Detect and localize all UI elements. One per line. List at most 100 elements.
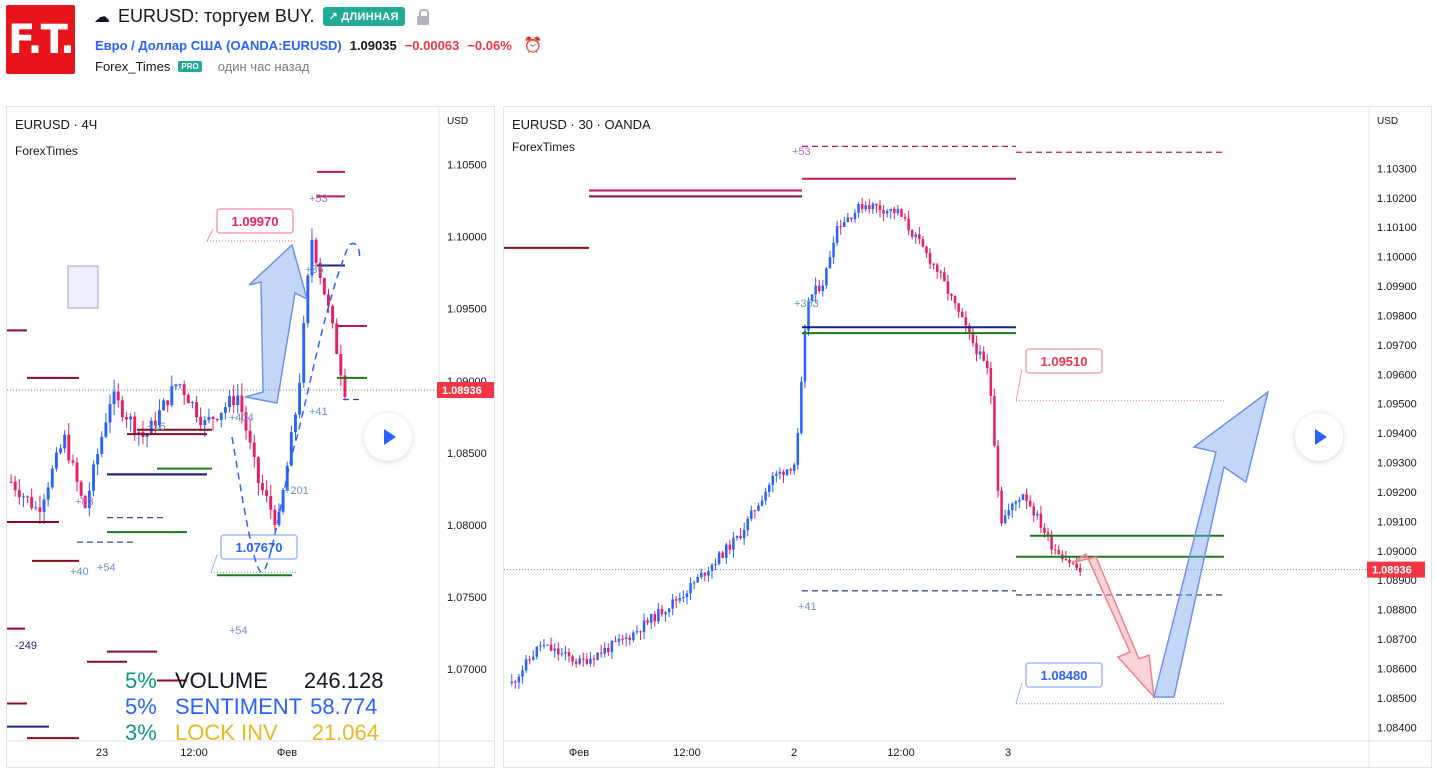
y-tick-label: 1.10000 — [447, 232, 487, 244]
y-tick-label: 1.09700 — [1377, 340, 1417, 352]
candle-body — [223, 407, 227, 413]
author-name[interactable]: Forex_Times — [95, 59, 171, 74]
candle-body — [760, 500, 764, 506]
price-change: −0.00063 — [404, 37, 460, 53]
candle-body — [800, 381, 803, 434]
candle-body — [589, 658, 592, 664]
last-price-label: 1.08936 — [1372, 565, 1412, 577]
axis-unit: USD — [447, 116, 468, 127]
candle-body — [596, 652, 599, 660]
candle-body — [978, 351, 982, 355]
level-annotation: +53 — [792, 146, 811, 158]
candle-body — [632, 632, 635, 641]
candle-body — [646, 620, 649, 623]
candle-body — [943, 272, 946, 282]
candle-body — [34, 507, 38, 509]
candle-body — [145, 434, 149, 437]
candle-body — [211, 416, 215, 420]
candle-body — [232, 396, 236, 406]
candle-body — [322, 277, 326, 295]
callout-label: 1.07670 — [236, 540, 283, 555]
candle-body — [170, 386, 174, 406]
candle-body — [1025, 494, 1028, 501]
level-annotation: +83 — [75, 496, 94, 508]
candle-body — [120, 400, 124, 418]
candle-body — [599, 652, 603, 654]
candle-body — [893, 208, 896, 214]
y-tick-label: 1.09900 — [1377, 281, 1417, 293]
candle-body — [13, 481, 17, 491]
chart-source: ForexTimes — [15, 144, 78, 158]
idea-title: EURUSD: торгуем BUY. — [118, 6, 315, 26]
alarm-clock-icon[interactable]: ⏰ — [523, 37, 543, 54]
candle-body — [207, 416, 211, 421]
chart-panel-30m[interactable]: EURUSD · 30 · OANDA ForexTimes USD 1.10300 1… — [503, 106, 1432, 768]
play-icon[interactable] — [1295, 413, 1343, 461]
x-tick-label: 12:00 — [180, 747, 208, 759]
level-annotation: +41 — [309, 406, 328, 418]
chart-4h-svg[interactable]: EURUSD · 4Ч ForexTimes USD 1.10500 1.10000 1.… — [7, 107, 495, 768]
candle-body — [564, 652, 567, 654]
candle-body — [939, 271, 943, 273]
author-row: Forex_Times PRO один час назад — [95, 59, 309, 74]
candle-body — [910, 230, 914, 237]
stat-lock-pct: 3% — [125, 720, 157, 745]
chart-legend: EURUSD · 4Ч — [15, 117, 97, 132]
x-tick-label: Фев — [569, 747, 589, 759]
candle-body — [92, 464, 95, 491]
candle-body — [903, 216, 907, 219]
symbol-link[interactable]: Евро / Доллар США (OANDA:EURUSD) — [95, 37, 342, 53]
chart-30m-svg[interactable]: EURUSD · 30 · OANDA ForexTimes USD 1.10300 1… — [504, 107, 1432, 768]
candle-body — [26, 496, 29, 498]
candle-body — [108, 404, 112, 423]
candle-body — [331, 305, 335, 324]
y-tick-label: 1.09600 — [1377, 369, 1417, 381]
stat-lock-value: 21.064 — [311, 720, 379, 745]
candle-body — [574, 661, 578, 664]
candle-body — [889, 208, 892, 212]
y-tick-label: 1.09000 — [1377, 546, 1417, 558]
candle-body — [664, 612, 667, 615]
candle-body — [878, 205, 882, 211]
candle-body — [778, 471, 782, 474]
candle-body — [860, 203, 864, 210]
candle-body — [219, 412, 223, 420]
candle-body — [950, 293, 953, 296]
candle-body — [610, 641, 614, 653]
candle-body — [1071, 562, 1075, 564]
candle-body — [835, 226, 839, 243]
y-tick-label: 1.09100 — [1377, 516, 1417, 528]
candle-body — [968, 325, 971, 333]
candle-body — [129, 416, 133, 420]
candle-body — [339, 353, 343, 376]
chart-source: ForexTimes — [512, 140, 575, 154]
candle-body — [592, 658, 596, 660]
candle-body — [678, 598, 682, 601]
play-icon[interactable] — [364, 413, 412, 461]
candle-body — [875, 203, 878, 206]
y-tick-label: 1.08500 — [1377, 693, 1417, 705]
candle-body — [603, 647, 606, 654]
candle-body — [971, 332, 975, 344]
chart-panel-4h[interactable]: EURUSD · 4Ч ForexTimes USD 1.10500 1.10000 1.… — [6, 106, 495, 768]
candle-body — [775, 473, 778, 476]
callout-box — [1025, 348, 1103, 374]
candle-body — [821, 285, 825, 292]
candle-body — [542, 645, 546, 647]
x-tick-label: 23 — [96, 747, 108, 759]
candle-body — [1021, 494, 1025, 500]
candle-body — [710, 565, 714, 572]
candle-body — [782, 471, 785, 476]
callout-box — [1025, 662, 1103, 688]
stat-volume: 5% VOLUME 246.128 — [125, 668, 383, 694]
candle-body — [236, 395, 240, 406]
candle-body — [310, 239, 314, 276]
chart-title-icon: ☁ — [94, 8, 110, 26]
y-tick-label: 1.08800 — [1377, 605, 1417, 617]
price-change-pct: −0.06% — [467, 37, 512, 53]
candle-body — [1068, 560, 1071, 563]
candle-body — [921, 239, 925, 247]
candle-body — [190, 402, 194, 404]
candle-body — [660, 609, 664, 615]
candle-body — [133, 416, 137, 434]
